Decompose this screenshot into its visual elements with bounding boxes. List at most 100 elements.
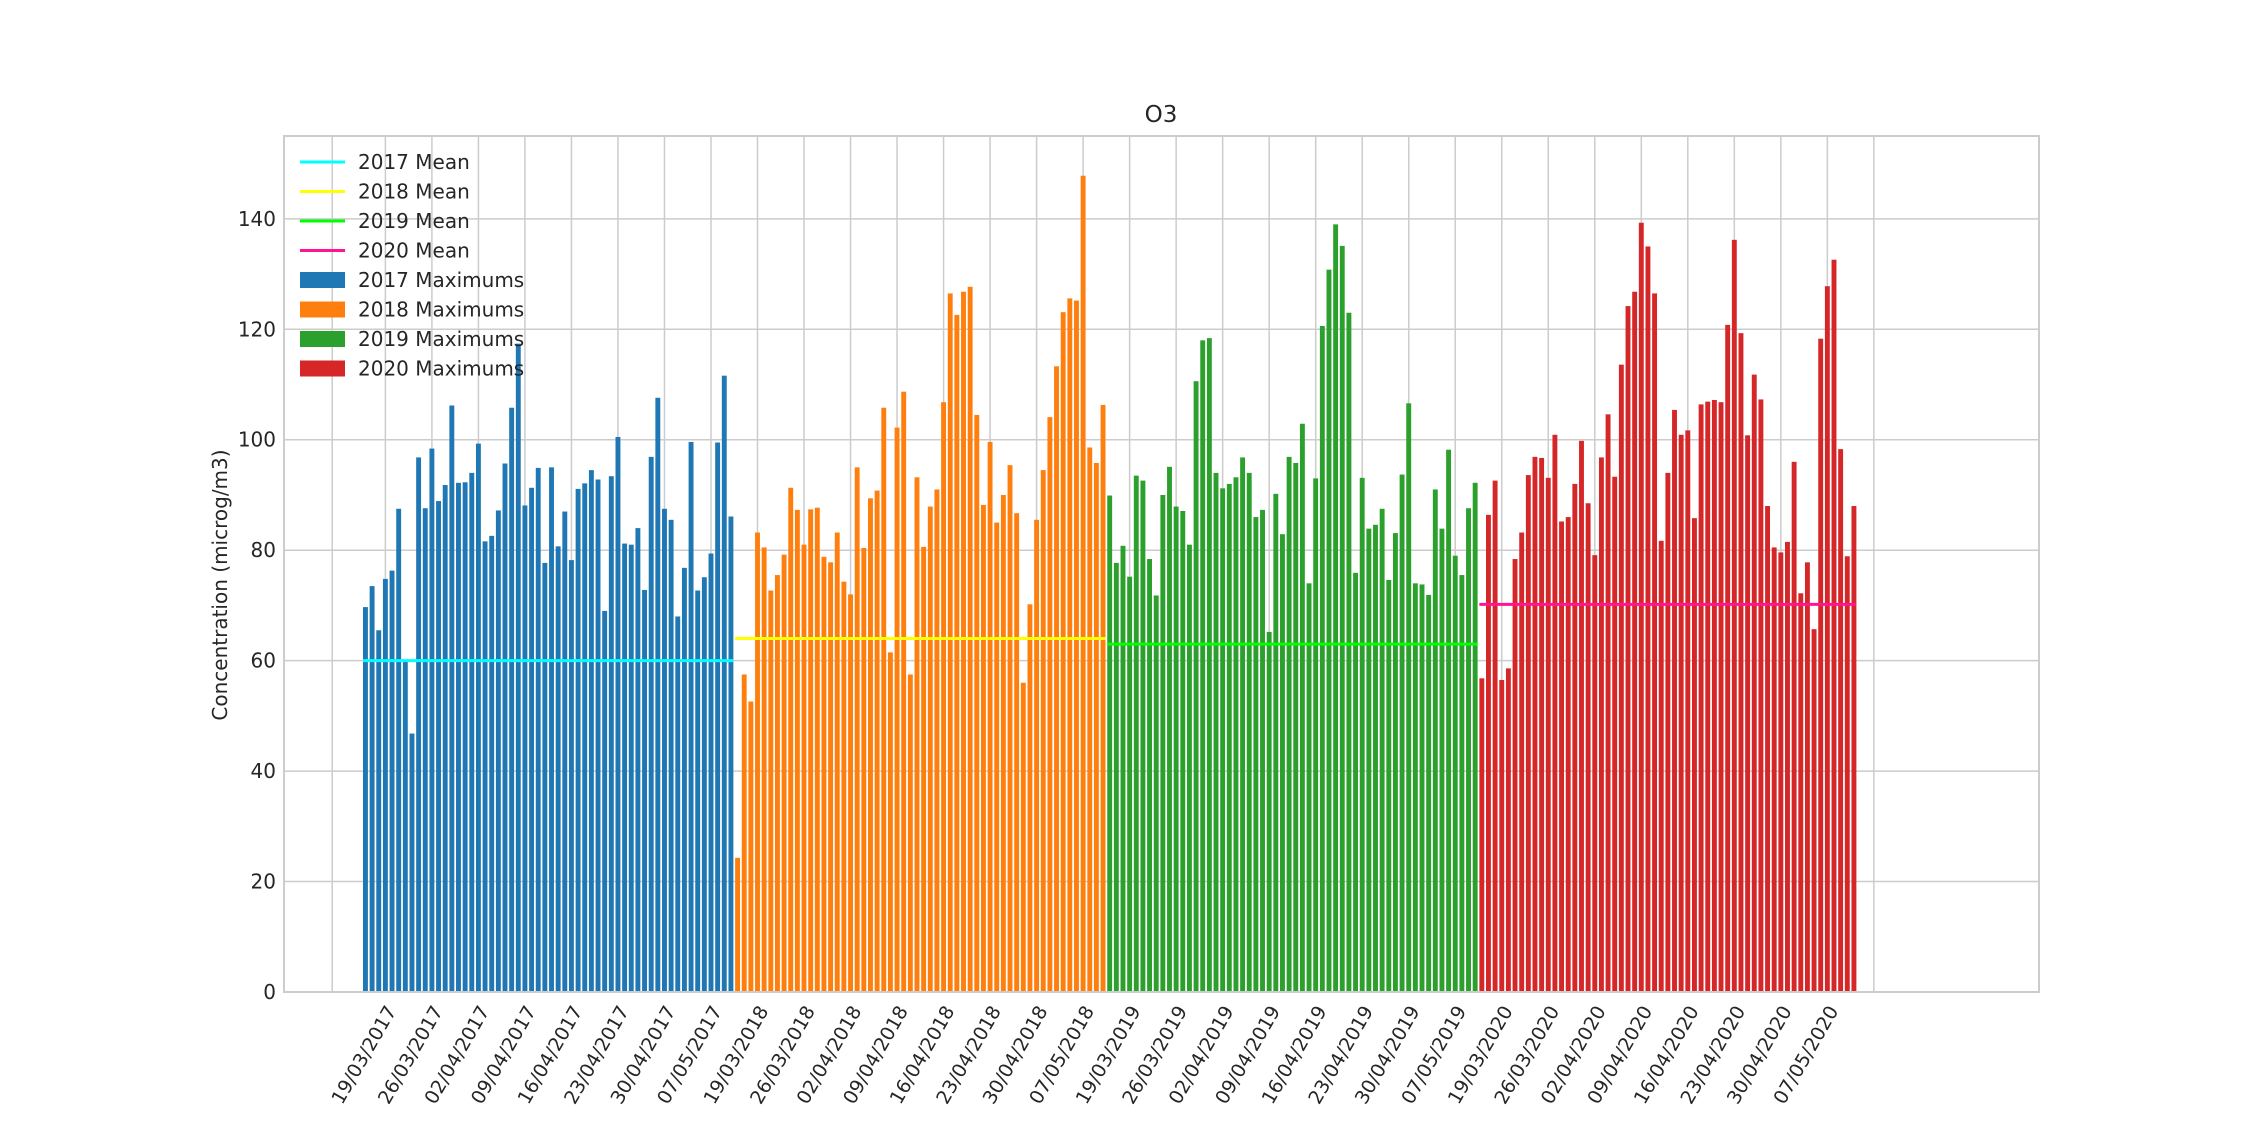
bar: [741, 674, 747, 992]
bar: [1093, 462, 1099, 992]
bar: [1246, 472, 1252, 992]
bar: [1532, 456, 1538, 992]
bar: [1100, 404, 1106, 992]
bar: [456, 482, 461, 992]
bar: [475, 443, 481, 992]
bar: [1260, 509, 1265, 992]
bar: [409, 733, 415, 992]
bar: [1047, 417, 1053, 992]
bar: [1173, 506, 1179, 992]
legend-label: 2020 Mean: [358, 239, 470, 263]
bar: [588, 470, 594, 993]
bar: [821, 556, 827, 992]
bar: [828, 562, 834, 992]
bar: [1844, 556, 1850, 992]
bar: [1652, 293, 1658, 992]
bar: [442, 485, 448, 992]
bar: [755, 532, 760, 992]
bar: [1851, 506, 1857, 992]
bar: [1233, 477, 1239, 992]
bar: [1392, 533, 1398, 992]
bar: [1811, 629, 1817, 992]
bar: [1074, 300, 1079, 993]
bar: [801, 544, 807, 992]
bar: [994, 522, 1000, 992]
legend-label: 2019 Maximums: [358, 327, 524, 351]
bar: [1579, 440, 1584, 993]
legend-label: 2019 Mean: [358, 209, 470, 233]
legend-patch-swatch: [300, 272, 345, 288]
bar: [1339, 245, 1345, 992]
bar: [582, 483, 588, 992]
bar: [1326, 269, 1332, 992]
bar: [788, 487, 794, 992]
bar: [1240, 457, 1246, 992]
bar: [868, 498, 873, 992]
bar: [1745, 435, 1751, 993]
bar: [774, 575, 780, 992]
bar: [735, 857, 741, 992]
bar: [834, 532, 840, 992]
bar: [1672, 409, 1677, 992]
mean-lines: [363, 602, 1857, 663]
bar: [1605, 414, 1611, 992]
bar: [1552, 434, 1558, 992]
bar: [1299, 423, 1305, 992]
bar: [681, 567, 687, 992]
bar: [1120, 545, 1126, 992]
bar: [1346, 312, 1352, 992]
bar: [1758, 399, 1764, 992]
bar: [1838, 449, 1844, 992]
y-tick-label: 60: [251, 649, 276, 673]
bar: [861, 547, 867, 992]
bar: [1153, 595, 1159, 992]
bar: [1585, 503, 1591, 992]
bar: [416, 457, 422, 992]
bar: [402, 661, 408, 992]
bars: [363, 175, 1857, 993]
bar: [1180, 510, 1186, 992]
bar: [761, 547, 767, 992]
bar: [1060, 312, 1066, 993]
bar: [655, 397, 661, 992]
bar: [608, 476, 614, 992]
legend-label: 2018 Maximums: [358, 298, 524, 322]
bar: [688, 441, 694, 993]
bar: [396, 508, 402, 992]
y-tick-label: 40: [251, 759, 276, 783]
bar: [515, 343, 521, 992]
bar: [907, 674, 913, 992]
legend-patch-swatch: [300, 301, 345, 318]
y-tick-label: 120: [238, 317, 276, 341]
bar: [1319, 325, 1325, 992]
bar: [522, 505, 528, 992]
bar: [1818, 338, 1824, 992]
bar: [1791, 461, 1797, 992]
bar: [841, 581, 847, 992]
bar: [595, 479, 601, 992]
bar: [1034, 519, 1040, 992]
bar: [1353, 572, 1359, 992]
legend-label: 2017 Mean: [358, 150, 470, 174]
bar: [1113, 562, 1119, 992]
bar: [1725, 324, 1731, 992]
bar: [1273, 493, 1279, 992]
bar: [1658, 540, 1664, 992]
bar: [462, 482, 468, 992]
bar: [1446, 449, 1452, 992]
bar: [562, 511, 568, 992]
bar: [1080, 175, 1086, 992]
bar: [429, 448, 435, 992]
bar: [535, 467, 541, 992]
bar: [482, 541, 488, 992]
bar: [941, 402, 947, 993]
bar: [542, 562, 548, 992]
bar: [701, 577, 707, 992]
bar: [914, 477, 920, 992]
bar: [980, 504, 986, 992]
bar: [1399, 474, 1405, 992]
bar: [1333, 224, 1339, 992]
legend: 2017 Mean 2018 Mean 2019 Mean 2020 Mean 2017…: [300, 150, 524, 381]
bar: [1147, 559, 1153, 992]
